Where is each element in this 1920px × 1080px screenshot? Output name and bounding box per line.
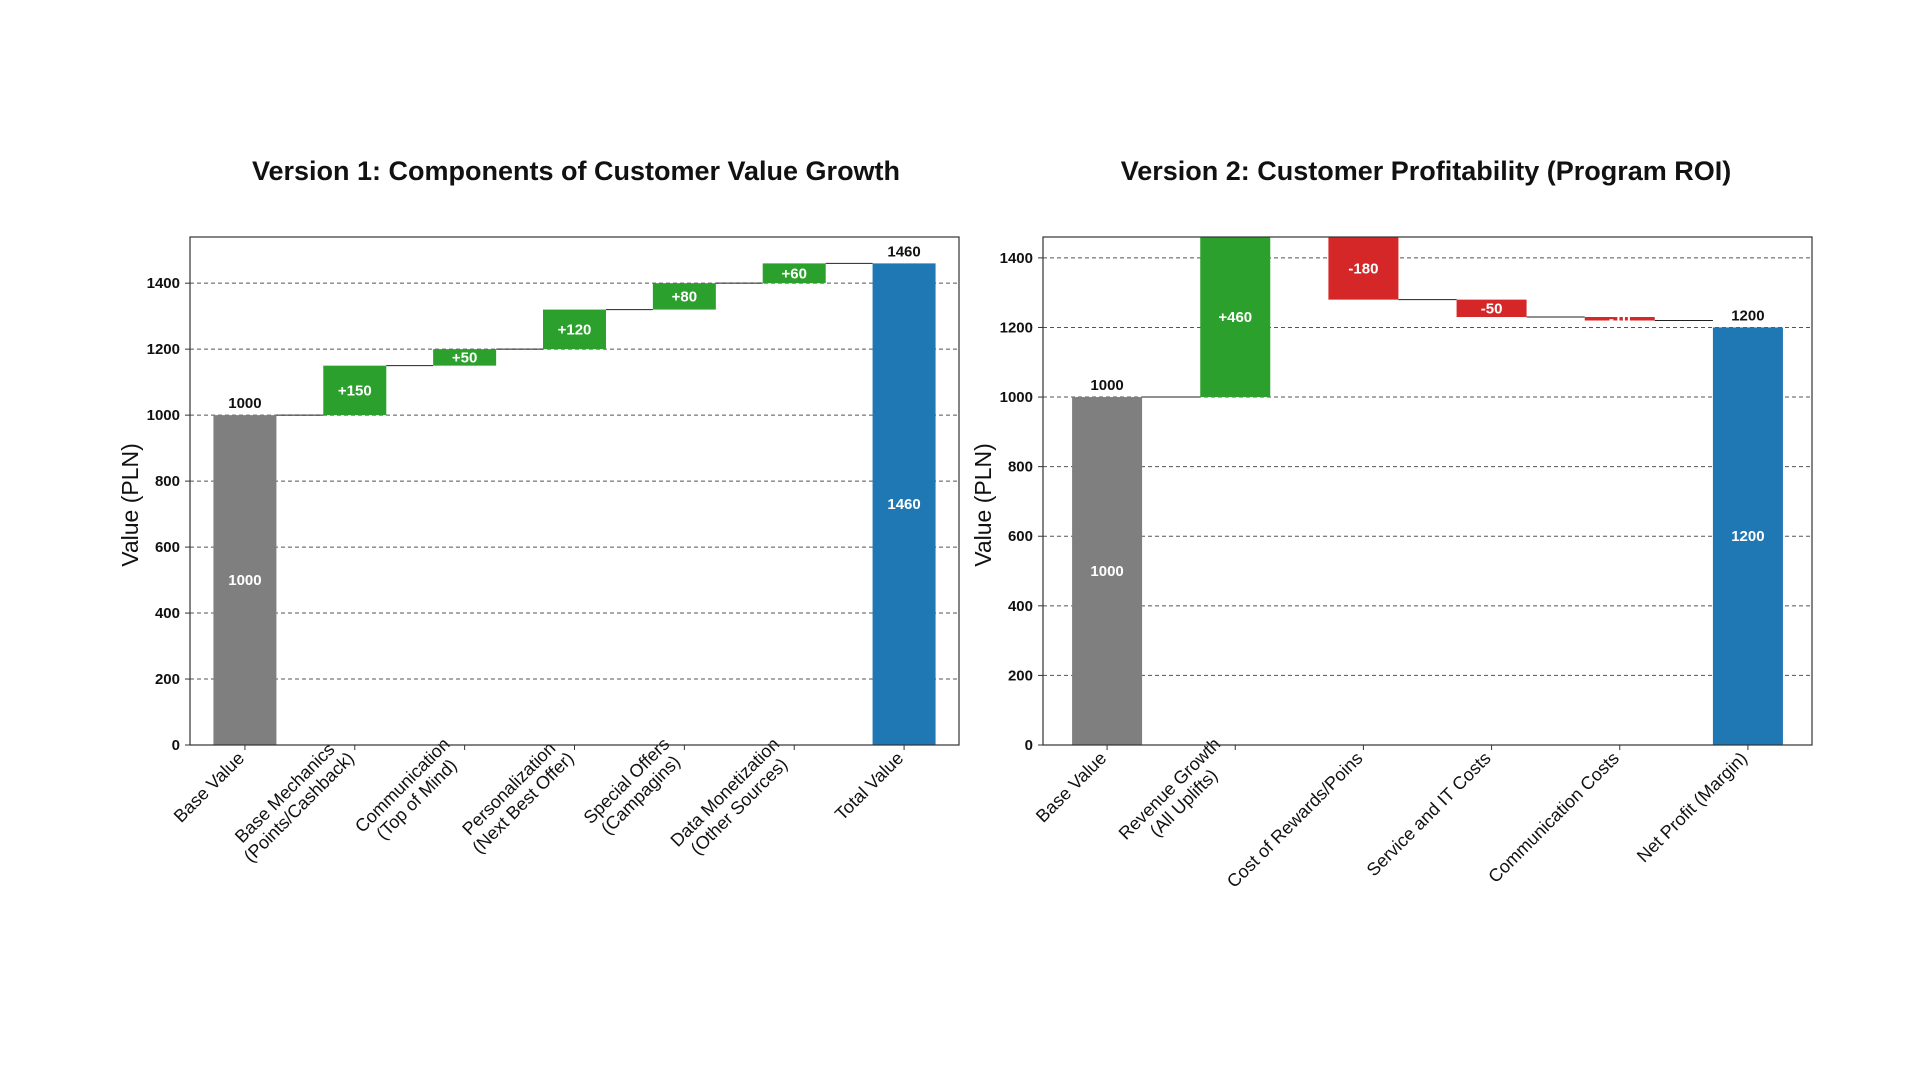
bar-total [872, 263, 936, 745]
bar-base [213, 415, 277, 745]
bar-top-value-label: 1200 [1731, 307, 1764, 324]
bar-value-label: 1000 [228, 572, 261, 589]
chart-1-bars [213, 262, 936, 745]
bar-increase [543, 309, 606, 350]
bar-value-label: +60 [781, 265, 806, 282]
y-tick-label: 600 [155, 539, 180, 556]
y-tick-label: 1200 [147, 341, 180, 358]
bar-value-label: +150 [338, 382, 372, 399]
y-tick-label: 1000 [147, 407, 180, 424]
chart-1-plot-frame [189, 236, 960, 746]
y-tick-label: 400 [1008, 598, 1033, 615]
bar-value-label: 1460 [887, 496, 920, 513]
y-tick-label: 1400 [147, 275, 180, 292]
chart-1-data-labels: 1000 1000 +150 +50 +120 +80 +60 1460 1460 [228, 243, 921, 589]
chart-2-data-labels: 1000 1000 +460 -180 -50 -10 1200 1200 [1090, 260, 1764, 580]
bar-value-label: +120 [558, 321, 592, 338]
bar-increase [433, 349, 497, 366]
bar-value-label: -180 [1348, 260, 1378, 277]
y-tick-label: 400 [155, 605, 180, 622]
y-tick-label: 200 [155, 671, 180, 688]
bar-decrease [1328, 237, 1399, 300]
bar-value-label: +50 [452, 349, 477, 366]
bar-increase [762, 263, 826, 284]
y-tick-label: 800 [1008, 459, 1033, 476]
bar-increase [323, 365, 387, 416]
bar-value-label: 1000 [1090, 563, 1123, 580]
chart-2-title: Version 2: Customer Profitability (Progr… [1121, 156, 1732, 186]
chart-2-y-ticks: 0 200 400 600 800 1000 1200 1400 [1000, 250, 1043, 754]
bar-value-label: +80 [672, 288, 697, 305]
chart-1-title: Version 1: Components of Customer Value … [252, 156, 900, 186]
bar-value-label: -50 [1481, 300, 1503, 317]
y-tick-label: 0 [172, 737, 180, 754]
chart-2-plot-frame [1042, 236, 1813, 746]
y-tick-label: 1200 [1000, 319, 1033, 336]
bar-base [1072, 397, 1143, 745]
bar-value-label: 1200 [1731, 528, 1764, 545]
bar-top-value-label: 1000 [228, 395, 261, 412]
y-tick-label: 1000 [1000, 389, 1033, 406]
chart-2-gridlines [1043, 257, 1812, 676]
bar-top-value-label: 1460 [887, 243, 920, 260]
bar-value-label: -10 [1609, 311, 1631, 328]
y-tick-label: 1400 [1000, 250, 1033, 267]
y-tick-label: 600 [1008, 528, 1033, 545]
bar-top-value-label: 1000 [1090, 377, 1123, 394]
chart-2-y-axis-label: Value (PLN) [970, 443, 996, 567]
bar-total [1712, 327, 1783, 745]
bar-decrease [1584, 317, 1655, 321]
y-tick-label: 0 [1025, 737, 1033, 754]
chart-2-bars [1072, 236, 1783, 745]
chart-1-y-ticks: 0 200 400 600 800 1000 1200 1400 [147, 275, 190, 754]
bar-increase [652, 283, 716, 310]
bar-value-label: +460 [1218, 309, 1252, 326]
chart-1-y-axis-label: Value (PLN) [117, 443, 143, 567]
bar-increase [1200, 237, 1271, 398]
y-tick-label: 200 [1008, 667, 1033, 684]
y-tick-label: 800 [155, 473, 180, 490]
bar-decrease [1456, 299, 1527, 318]
